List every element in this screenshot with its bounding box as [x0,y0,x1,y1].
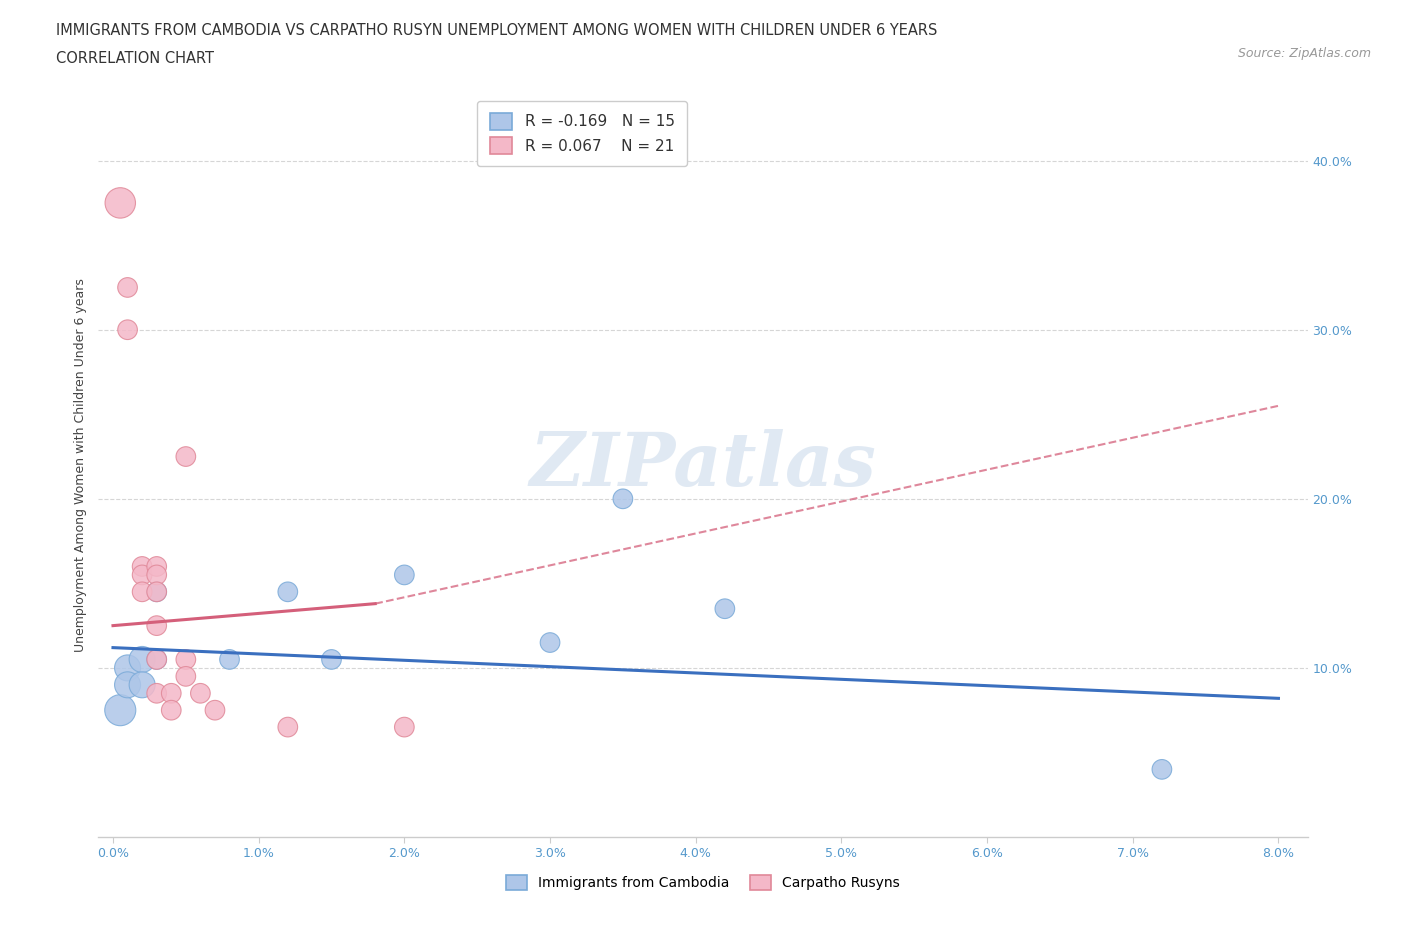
Point [110,703,132,718]
Point [538,635,561,650]
Point [160,685,183,700]
Point [277,720,299,735]
Point [174,449,197,464]
Point [218,652,240,667]
Point [131,677,153,692]
Point [174,652,197,667]
Point [145,567,167,582]
Point [321,652,343,667]
Point [117,677,139,692]
Point [145,685,167,700]
Text: Source: ZipAtlas.com: Source: ZipAtlas.com [1237,46,1371,60]
Point [110,195,132,210]
Point [277,584,299,599]
Y-axis label: Unemployment Among Women with Children Under 6 years: Unemployment Among Women with Children U… [75,278,87,652]
Point [160,703,183,718]
Point [117,280,139,295]
Point [714,602,737,617]
Point [131,584,153,599]
Point [145,584,167,599]
Point [131,559,153,574]
Point [174,669,197,684]
Text: ZIPatlas: ZIPatlas [530,429,876,501]
Point [131,652,153,667]
Point [145,618,167,633]
Point [145,652,167,667]
Legend: Immigrants from Cambodia, Carpatho Rusyns: Immigrants from Cambodia, Carpatho Rusyn… [499,868,907,897]
Point [394,720,416,735]
Point [394,567,416,582]
Point [131,567,153,582]
Text: CORRELATION CHART: CORRELATION CHART [56,51,214,66]
Point [145,559,167,574]
Point [117,660,139,675]
Point [190,685,212,700]
Point [145,584,167,599]
Point [204,703,226,718]
Point [1150,762,1173,777]
Point [145,652,167,667]
Text: IMMIGRANTS FROM CAMBODIA VS CARPATHO RUSYN UNEMPLOYMENT AMONG WOMEN WITH CHILDRE: IMMIGRANTS FROM CAMBODIA VS CARPATHO RUS… [56,23,938,38]
Point [117,323,139,338]
Point [612,491,634,506]
